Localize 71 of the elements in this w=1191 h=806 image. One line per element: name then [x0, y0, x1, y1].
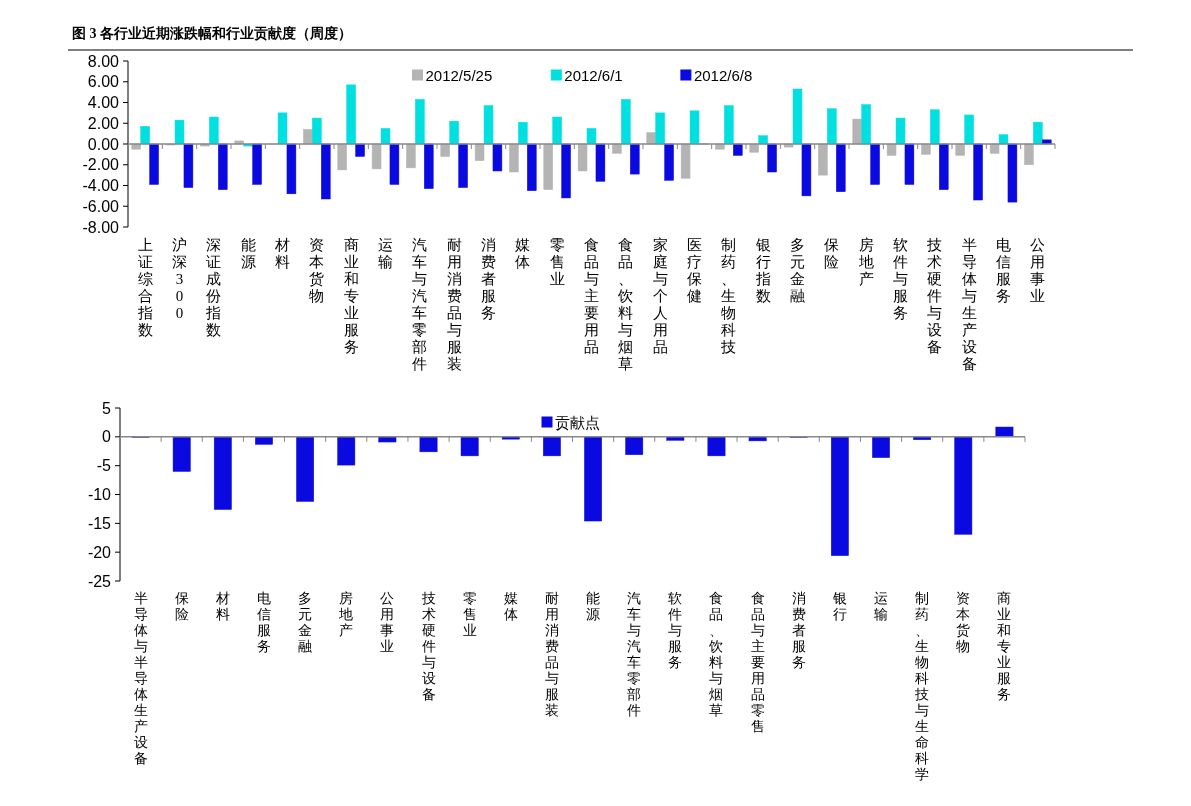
x-tick-label: 商业和专业服务 — [343, 237, 359, 355]
y-tick-label: -10 — [87, 486, 112, 503]
x-tick-label: 耐用消费品与服装 — [544, 591, 559, 718]
x-tick-label: 能源 — [586, 591, 601, 622]
x-tick-label: 零售业 — [462, 591, 477, 638]
x-tick-label: 耐用消费品与服装 — [446, 237, 462, 372]
x-tick-label: 食品、饮料与烟草 — [618, 237, 634, 372]
x-tick-label: 深证成份指数 — [206, 237, 222, 338]
x-tick-label: 商业和专业服务 — [997, 591, 1012, 702]
x-tick-label: 电信服务 — [257, 591, 271, 654]
x-tick-label: 上证综合指数 — [137, 237, 153, 338]
legend-label: 2012/6/8 — [693, 66, 753, 84]
x-tick-label: 电信服务 — [996, 237, 1011, 304]
legend-label: 贡献点 — [555, 414, 600, 431]
x-tick-label: 汽车与汽车零部件 — [412, 237, 428, 372]
x-tick-label: 半导体与半导体生产设备 — [133, 591, 148, 766]
y-tick-label: 4.00 — [87, 94, 120, 111]
x-tick-label: 保险 — [174, 591, 189, 622]
x-tick-label: 材料 — [275, 237, 290, 270]
x-tick-label: 资本货物 — [956, 591, 971, 654]
y-tick-label: -2.00 — [82, 156, 120, 174]
x-tick-label: 技术硬件与设备 — [927, 237, 943, 355]
x-tick-label: 制药、生物科技 — [721, 237, 737, 355]
x-tick-label: 保险 — [824, 237, 840, 270]
x-tick-label: 医疗保健 — [687, 237, 702, 304]
x-tick-label: 软件与服务 — [893, 237, 908, 321]
title: 图 3 各行业近期涨跌幅和行业贡献度（周度） — [72, 26, 352, 41]
x-tick-label: 银行 — [832, 591, 847, 622]
x-tick-label: 公用事业 — [1030, 237, 1046, 304]
y-tick-label: 0 — [102, 428, 112, 446]
x-tick-label: 消费者服务 — [481, 237, 496, 321]
x-tick-label: 家庭与个人用品 — [652, 237, 668, 355]
x-tick-label: 运输 — [378, 237, 393, 270]
x-tick-label: 银行指数 — [755, 237, 771, 304]
x-tick-label: 多元金融 — [790, 237, 805, 304]
x-tick-label: 零售业 — [549, 237, 565, 287]
x-tick-label: 多元金融 — [298, 591, 313, 654]
y-tick-label: 6.00 — [87, 73, 120, 91]
y-tick-label: -20 — [87, 543, 112, 561]
x-tick-label: 能源 — [240, 237, 256, 270]
y-tick-label: 8.00 — [87, 52, 120, 70]
x-tick-label: 食品、饮料与烟草 — [709, 591, 724, 718]
y-tick-label: -6.00 — [82, 197, 120, 215]
y-tick-label: -4.00 — [82, 177, 120, 194]
x-tick-label: 运输 — [874, 591, 888, 622]
x-tick-label: 媒体 — [515, 237, 531, 270]
x-tick-label: 沪深300 — [172, 237, 187, 321]
y-tick-label: -15 — [87, 514, 112, 532]
x-tick-label: 食品与主要用品 — [584, 237, 599, 355]
y-tick-label: -8.00 — [82, 218, 120, 236]
x-tick-label: 半导体与生产设备 — [961, 237, 977, 372]
x-tick-label: 公用事业 — [380, 591, 395, 654]
x-tick-label: 食品与主要用品零售 — [750, 591, 765, 734]
x-tick-label: 汽车与汽车零部件 — [627, 591, 642, 718]
y-tick-label: -25 — [87, 572, 112, 590]
y-tick-label: -5 — [96, 457, 112, 475]
x-tick-label: 材料 — [215, 591, 230, 622]
x-tick-label: 房地产 — [339, 591, 354, 638]
x-tick-label: 房地产 — [858, 237, 874, 287]
legend-label: 2012/6/1 — [564, 66, 623, 84]
x-tick-label: 技术硬件与设备 — [421, 591, 436, 702]
y-tick-label: 2.00 — [87, 114, 120, 132]
legend-label: 2012/5/25 — [425, 66, 493, 84]
y-tick-label: 5 — [102, 399, 112, 417]
y-tick-label: 0.00 — [87, 135, 120, 153]
x-tick-label: 制药、生物科技与生命科学 — [915, 591, 930, 782]
x-tick-label: 消费者服务 — [791, 591, 806, 670]
x-tick-label: 软件与服务 — [668, 591, 683, 670]
x-tick-label: 媒体 — [503, 591, 518, 622]
x-tick-label: 资本货物 — [309, 237, 325, 304]
legend: 贡献点 — [541, 414, 600, 431]
